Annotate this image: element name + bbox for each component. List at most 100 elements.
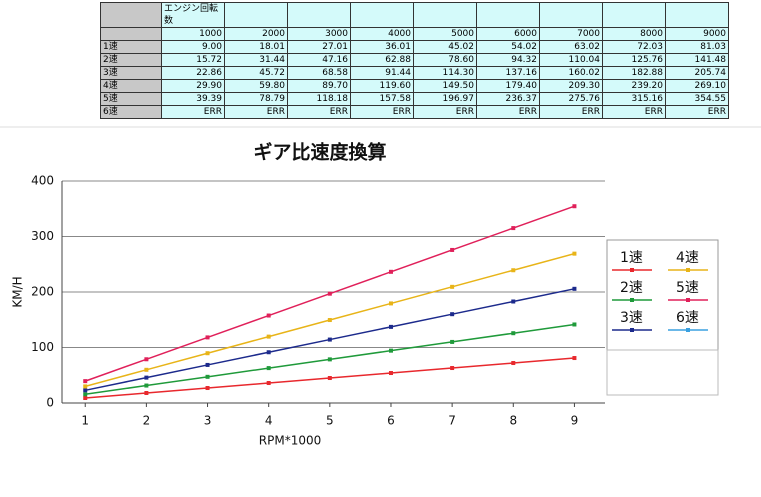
point-marker (144, 357, 149, 362)
table-row: 6速 ERR ERR ERR ERR ERR ERR ERR ERR ERR (100, 105, 729, 119)
value-cell: 39.39 (161, 92, 225, 106)
header-cell (665, 2, 729, 28)
column-header: 8000 (602, 27, 666, 41)
point-marker (266, 381, 271, 386)
point-marker (450, 339, 455, 344)
point-marker (388, 301, 393, 306)
value-cell: 81.03 (665, 40, 729, 54)
value-cell: ERR (665, 105, 729, 119)
point-marker (450, 312, 455, 317)
value-cell: 182.88 (602, 66, 666, 80)
point-marker (266, 350, 271, 355)
point-marker (572, 322, 577, 327)
point-marker (450, 284, 455, 289)
legend-marker (630, 328, 634, 332)
point-marker (144, 383, 149, 388)
value-cell: 22.86 (161, 66, 225, 80)
legend-label: 2速 (620, 280, 643, 296)
x-tick-label: 5 (326, 414, 334, 428)
value-cell: 18.01 (224, 40, 288, 54)
column-header: 5000 (413, 27, 477, 41)
legend-marker (686, 268, 690, 272)
value-cell: ERR (224, 105, 288, 119)
gear-cell: 6速 (100, 105, 162, 119)
point-marker (511, 226, 516, 231)
note-box (606, 349, 719, 396)
value-cell: 209.30 (539, 79, 603, 93)
gear-cell: 5速 (100, 92, 162, 106)
value-cell: 9.00 (161, 40, 225, 54)
y-tick-label: 200 (31, 285, 54, 299)
point-marker (388, 269, 393, 274)
legend-marker (630, 268, 634, 272)
value-cell: ERR (350, 105, 414, 119)
value-cell: ERR (476, 105, 540, 119)
value-cell: 15.72 (161, 53, 225, 67)
point-marker (327, 291, 332, 296)
legend-label: 3速 (620, 310, 643, 326)
value-cell: 205.74 (665, 66, 729, 80)
column-header: 7000 (539, 27, 603, 41)
corner-cell (100, 27, 162, 41)
header-cell (224, 2, 288, 28)
point-marker (388, 348, 393, 353)
point-marker (144, 391, 149, 396)
point-marker (327, 357, 332, 362)
point-marker (266, 366, 271, 371)
value-cell: 72.03 (602, 40, 666, 54)
value-cell: 141.48 (665, 53, 729, 67)
legend-label: 1速 (620, 250, 643, 266)
header-cell (350, 2, 414, 28)
header-cell (476, 2, 540, 28)
point-marker (450, 366, 455, 371)
gear-cell: 1速 (100, 40, 162, 54)
y-tick-label: 0 (46, 396, 54, 410)
point-marker (572, 251, 577, 256)
legend-label: 6速 (676, 310, 699, 326)
point-marker (266, 334, 271, 339)
point-marker (205, 351, 210, 356)
point-marker (327, 376, 332, 381)
table-row: 1速 9.00 18.01 27.01 36.01 45.02 54.02 63.02 72.0… (100, 40, 729, 54)
corner-cell (100, 2, 162, 28)
x-tick-label: 4 (265, 414, 273, 428)
value-cell: ERR (602, 105, 666, 119)
table-row: 2速 15.72 31.44 47.16 62.88 78.60 94.32 110.04 12… (100, 53, 729, 67)
value-cell: 59.80 (224, 79, 288, 93)
value-cell: 78.60 (413, 53, 477, 67)
point-marker (327, 318, 332, 323)
value-cell: 179.40 (476, 79, 540, 93)
value-cell: 354.55 (665, 92, 729, 106)
x-axis-label: RPM*1000 (259, 434, 321, 448)
value-cell: 315.16 (602, 92, 666, 106)
value-cell: 239.20 (602, 79, 666, 93)
table-row: 1000 2000 3000 4000 5000 6000 7000 8000 9000 (100, 27, 729, 41)
value-cell: 125.76 (602, 53, 666, 67)
y-tick-label: 100 (31, 340, 54, 354)
column-header: 3000 (287, 27, 351, 41)
point-marker (205, 386, 210, 391)
value-cell: 78.79 (224, 92, 288, 106)
header-cell (602, 2, 666, 28)
point-marker (511, 268, 516, 273)
value-cell: ERR (161, 105, 225, 119)
table-row: 4速 29.90 59.80 89.70 119.60 149.50 179.40 209.3… (100, 79, 729, 93)
value-cell: ERR (413, 105, 477, 119)
point-marker (511, 331, 516, 336)
legend-marker (686, 328, 690, 332)
value-cell: 269.10 (665, 79, 729, 93)
x-tick-label: 6 (387, 414, 395, 428)
point-marker (83, 388, 88, 393)
point-marker (450, 247, 455, 252)
value-cell: 110.04 (539, 53, 603, 67)
value-cell: ERR (287, 105, 351, 119)
x-tick-label: 1 (81, 414, 89, 428)
point-marker (144, 375, 149, 380)
value-cell: 54.02 (476, 40, 540, 54)
point-marker (83, 396, 88, 401)
point-marker (205, 362, 210, 367)
value-cell: 118.18 (287, 92, 351, 106)
value-cell: 45.72 (224, 66, 288, 80)
column-header: 2000 (224, 27, 288, 41)
